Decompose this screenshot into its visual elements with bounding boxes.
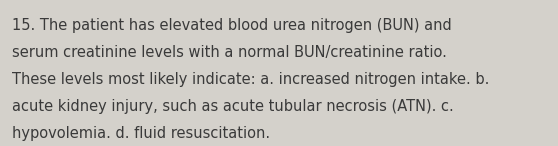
Text: These levels most likely indicate: a. increased nitrogen intake. b.: These levels most likely indicate: a. in… bbox=[12, 72, 490, 87]
Text: 15. The patient has elevated blood urea nitrogen (BUN) and: 15. The patient has elevated blood urea … bbox=[12, 18, 452, 33]
Text: hypovolemia. d. fluid resuscitation.: hypovolemia. d. fluid resuscitation. bbox=[12, 126, 271, 141]
Text: serum creatinine levels with a normal BUN/creatinine ratio.: serum creatinine levels with a normal BU… bbox=[12, 45, 447, 60]
Text: acute kidney injury, such as acute tubular necrosis (ATN). c.: acute kidney injury, such as acute tubul… bbox=[12, 99, 454, 114]
